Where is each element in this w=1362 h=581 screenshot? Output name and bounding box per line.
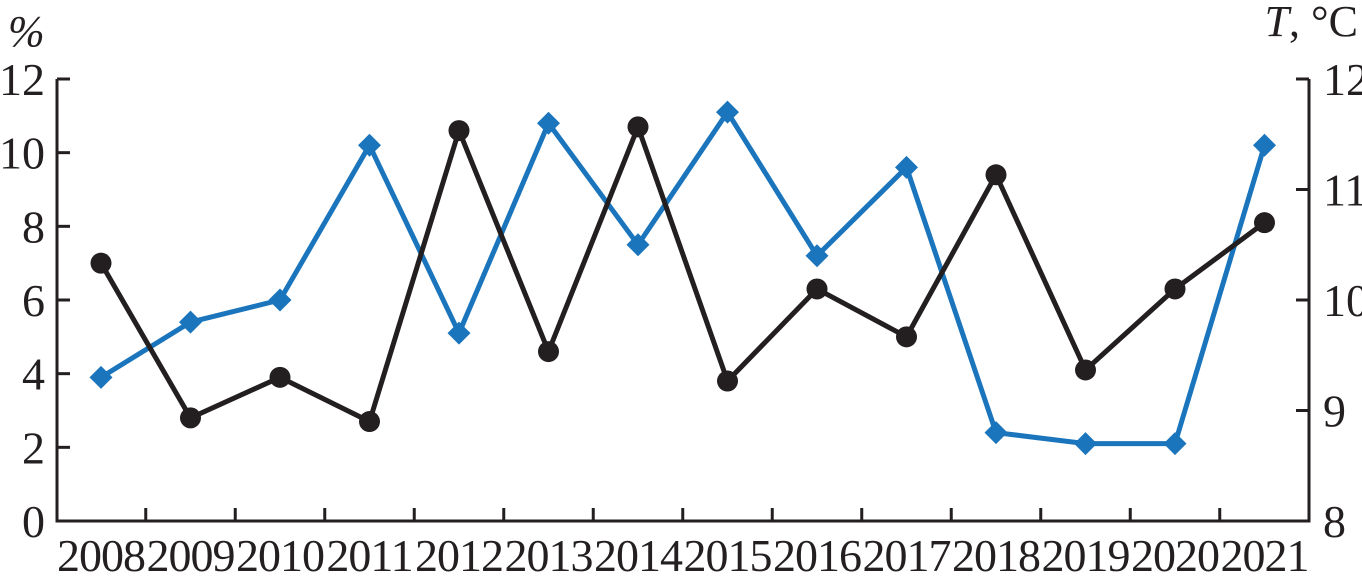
data-point-circle [627, 116, 649, 138]
year-tick-label: 2017 [863, 530, 951, 581]
data-point-diamond [805, 244, 829, 268]
year-tick-label: 2016 [773, 530, 861, 581]
data-point-circle [90, 252, 112, 274]
right-axis-tick-label: 11 [1323, 165, 1362, 216]
data-point-diamond [537, 111, 560, 135]
year-tick-label: 2012 [415, 530, 503, 581]
data-point-circle [180, 407, 201, 429]
left-axis-tick-label: 12 [0, 54, 45, 105]
data-point-circle [896, 326, 917, 348]
left-axis-tick-label: 2 [22, 422, 45, 473]
right-axis-title: T, °C [1265, 0, 1358, 46]
data-point-circle [1075, 359, 1096, 381]
data-point-circle [1254, 212, 1275, 234]
data-point-circle [1164, 278, 1186, 300]
year-tick-label: 2013 [505, 530, 593, 581]
year-tick-label: 2008 [57, 530, 145, 581]
axis-frame [55, 79, 1311, 523]
data-point-diamond [984, 421, 1008, 445]
data-point-diamond [895, 155, 918, 179]
left-axis-tick-label: 0 [22, 496, 45, 547]
year-tick-label: 2019 [1042, 530, 1130, 581]
year-tick-label: 2021 [1221, 530, 1309, 581]
year-tick-label: 2010 [236, 530, 324, 581]
data-point-diamond [1074, 432, 1097, 456]
data-point-diamond [89, 365, 113, 389]
data-point-diamond [179, 310, 202, 334]
left-axis-tick-label: 8 [22, 201, 45, 252]
data-point-diamond [1253, 133, 1276, 157]
year-tick-label: 2018 [952, 530, 1040, 581]
year-tick-label: 2020 [1131, 530, 1219, 581]
left-axis-title: % [8, 7, 45, 56]
series-line-left [98, 119, 1266, 426]
data-point-diamond [626, 233, 650, 257]
data-point-diamond [1163, 432, 1187, 456]
left-axis-tick-label: 6 [22, 275, 45, 326]
data-point-diamond [358, 133, 381, 157]
year-tick-label: 2011 [326, 530, 412, 581]
data-point-circle [538, 341, 559, 363]
right-axis-tick-label: 9 [1323, 386, 1346, 437]
data-point-circle [448, 120, 470, 142]
year-tick-label: 2014 [594, 530, 683, 581]
left-axis-tick-label: 10 [0, 128, 45, 179]
right-axis-tick-label: 10 [1323, 275, 1362, 326]
right-axis-tick-label: 8 [1323, 496, 1346, 547]
data-point-circle [359, 411, 380, 433]
data-point-circle [806, 278, 828, 300]
data-point-diamond [447, 321, 471, 345]
data-point-circle [985, 164, 1007, 186]
data-point-diamond [716, 100, 739, 124]
year-tick-label: 2009 [147, 530, 235, 581]
data-point-circle [717, 370, 738, 392]
left-axis-tick-label: 4 [22, 349, 45, 400]
year-tick-label: 2015 [684, 530, 772, 581]
data-point-circle [269, 366, 291, 388]
series-line-right [99, 107, 1267, 447]
right-axis-tick-label: 12 [1323, 54, 1362, 105]
data-point-diamond [268, 288, 292, 312]
